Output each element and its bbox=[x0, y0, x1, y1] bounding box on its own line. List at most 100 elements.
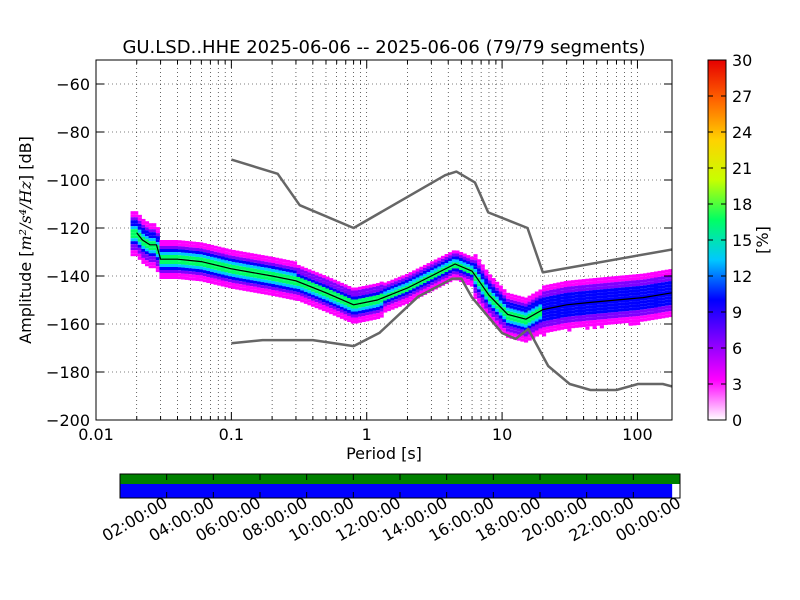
heatmap-cell bbox=[155, 239, 160, 243]
heatmap-cell bbox=[588, 317, 594, 321]
heatmap-cell bbox=[220, 274, 225, 278]
heatmap-cell bbox=[646, 293, 651, 297]
heatmap-cell bbox=[599, 316, 604, 320]
heatmap-cell bbox=[195, 265, 200, 269]
y-tick-label: −80 bbox=[56, 123, 90, 142]
heatmap-cell bbox=[206, 247, 211, 251]
heatmap-cell bbox=[502, 313, 507, 317]
heatmap-cell bbox=[163, 276, 168, 279]
heatmap-cell bbox=[148, 247, 153, 251]
heatmap-cell bbox=[170, 267, 175, 270]
heatmap-cell bbox=[426, 263, 431, 267]
heatmap-cell bbox=[144, 221, 150, 225]
heatmap-cell bbox=[231, 279, 236, 283]
heatmap-cell bbox=[531, 332, 536, 336]
heatmap-cell bbox=[646, 284, 651, 288]
heatmap-cell bbox=[509, 329, 514, 333]
heatmap-cell bbox=[386, 293, 391, 297]
heatmap-cell bbox=[361, 307, 366, 311]
heatmap-cell bbox=[653, 310, 659, 314]
heatmap-cell bbox=[134, 229, 139, 233]
heatmap-cell bbox=[368, 308, 373, 312]
heatmap-cell bbox=[635, 322, 641, 326]
heatmap-cell bbox=[469, 271, 474, 275]
heatmap-cell bbox=[643, 282, 648, 286]
heatmap-cell bbox=[422, 282, 428, 286]
heatmap-cell bbox=[137, 238, 142, 242]
heatmap-cell bbox=[267, 277, 272, 281]
heatmap-cell bbox=[343, 317, 348, 321]
heatmap-cell bbox=[415, 274, 420, 278]
heatmap-cell bbox=[260, 285, 265, 289]
heatmap-cell bbox=[542, 297, 547, 301]
heatmap-cell bbox=[570, 304, 576, 308]
heatmap-cell bbox=[578, 315, 583, 319]
heatmap-cell bbox=[235, 280, 240, 284]
heatmap-cell bbox=[267, 265, 272, 269]
heatmap-cell bbox=[603, 301, 608, 305]
heatmap-cell bbox=[278, 285, 283, 289]
heatmap-cell bbox=[437, 263, 442, 267]
colorbar-tick-label: 24 bbox=[732, 123, 752, 142]
heatmap-cell bbox=[444, 278, 449, 282]
heatmap-cell bbox=[487, 298, 493, 302]
heatmap-cell bbox=[206, 277, 211, 281]
heatmap-cell bbox=[144, 236, 150, 240]
heatmap-cell bbox=[588, 299, 594, 303]
heatmap-cell bbox=[228, 279, 233, 283]
heatmap-cell bbox=[249, 259, 254, 263]
heatmap-cell bbox=[628, 301, 633, 305]
heatmap-cell bbox=[628, 292, 633, 296]
heatmap-cell bbox=[238, 278, 243, 282]
heatmap-cell bbox=[246, 267, 251, 271]
heatmap-cell bbox=[307, 272, 312, 276]
heatmap-cell bbox=[614, 306, 619, 310]
heatmap-cell bbox=[603, 313, 608, 317]
heatmap-cell bbox=[289, 266, 294, 270]
heatmap-cell bbox=[163, 255, 168, 258]
heatmap-cell bbox=[570, 310, 576, 314]
heatmap-cell bbox=[661, 291, 666, 295]
heatmap-cell bbox=[448, 258, 453, 262]
heatmap-cell bbox=[625, 299, 630, 303]
heatmap-cell bbox=[502, 322, 507, 326]
heatmap-cell bbox=[617, 320, 622, 324]
heatmap-cell bbox=[383, 303, 388, 307]
heatmap-cell bbox=[581, 279, 586, 283]
heatmap-cell bbox=[292, 285, 298, 289]
heatmap-cell bbox=[628, 307, 633, 311]
heatmap-cell bbox=[404, 282, 409, 286]
heatmap-cell bbox=[354, 305, 359, 309]
heatmap-cell bbox=[668, 311, 672, 315]
heatmap-cell bbox=[505, 322, 511, 326]
heatmap-cell bbox=[661, 273, 666, 277]
heatmap-cell bbox=[209, 244, 215, 248]
heatmap-cell bbox=[386, 305, 391, 309]
heatmap-cell bbox=[163, 270, 168, 273]
heatmap-cell bbox=[653, 274, 659, 278]
heatmap-cell bbox=[661, 279, 666, 283]
heatmap-cell bbox=[556, 294, 561, 298]
heatmap-cell bbox=[191, 241, 197, 245]
heatmap-cell bbox=[347, 297, 352, 301]
heatmap-cell bbox=[415, 271, 420, 275]
heatmap-cell bbox=[195, 244, 200, 248]
heatmap-cell bbox=[491, 317, 496, 321]
heatmap-cell bbox=[466, 270, 471, 274]
heatmap-cell bbox=[650, 272, 655, 276]
heatmap-cell bbox=[188, 277, 193, 281]
heatmap-cell bbox=[534, 306, 539, 310]
heatmap-cell bbox=[581, 318, 586, 322]
heatmap-cell bbox=[617, 287, 622, 291]
heatmap-cell bbox=[386, 308, 391, 312]
heatmap-cell bbox=[206, 274, 211, 278]
heatmap-cell bbox=[592, 314, 597, 318]
heatmap-cell bbox=[585, 278, 590, 282]
heatmap-cell bbox=[621, 314, 626, 318]
heatmap-cell bbox=[249, 280, 254, 284]
heatmap-cell bbox=[217, 279, 222, 283]
heatmap-cell bbox=[289, 263, 294, 267]
heatmap-cell bbox=[321, 278, 326, 282]
heatmap-cell bbox=[379, 281, 384, 285]
heatmap-cell bbox=[303, 285, 308, 289]
